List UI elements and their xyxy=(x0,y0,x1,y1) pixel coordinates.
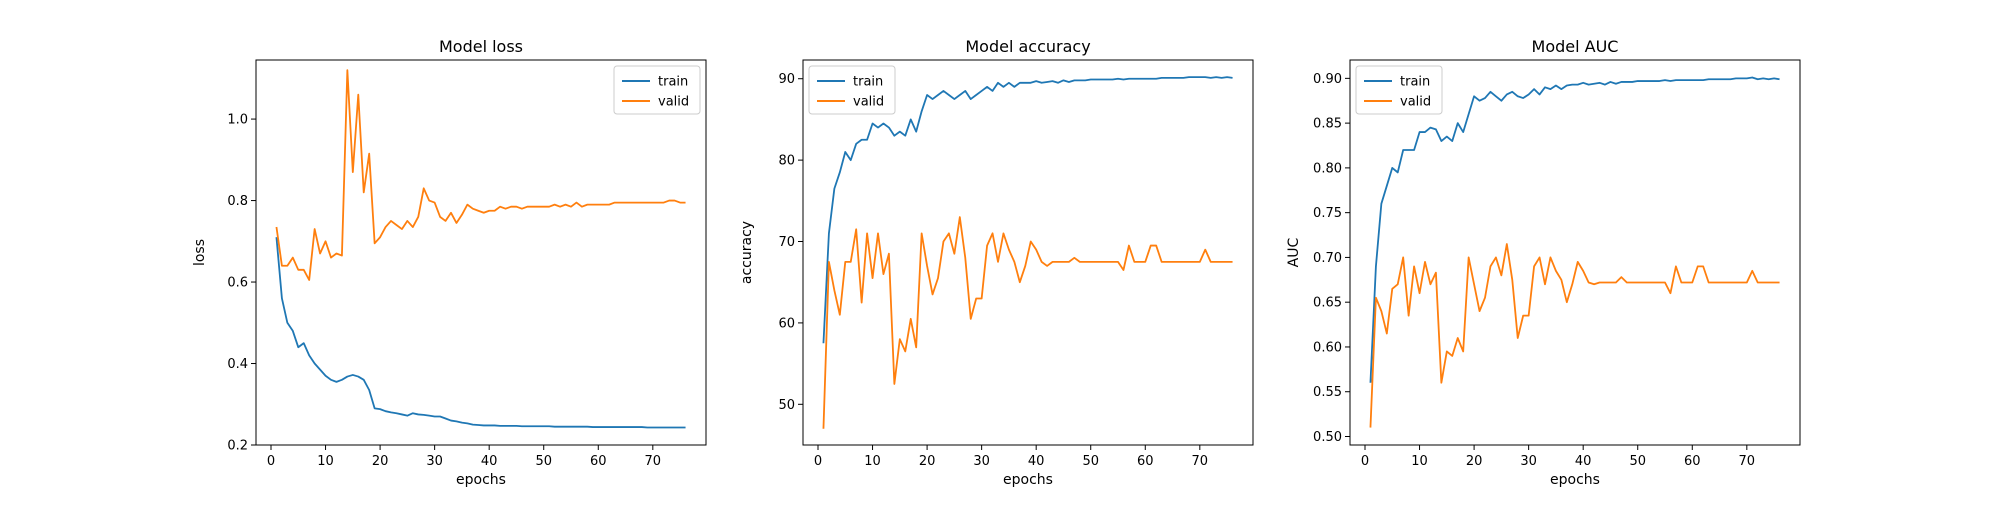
x-tick-label: 60 xyxy=(1684,454,1701,469)
y-tick-label: 0.85 xyxy=(1313,117,1342,132)
x-tick-label: 0 xyxy=(267,454,275,469)
legend-label-valid: valid xyxy=(1400,95,1431,110)
chart-title: Model loss xyxy=(439,37,523,56)
series-line-train xyxy=(822,76,1233,344)
x-tick-label: 40 xyxy=(1575,454,1592,469)
axes-frame xyxy=(1349,59,1801,446)
x-tick-label: 20 xyxy=(372,454,389,469)
chart-panel-1: 0 10 20 30 40 50 60 70 0.2 0.4 0.6 0.8 1.0 Model loss… xyxy=(192,37,707,488)
y-tick-label: 0.65 xyxy=(1313,296,1342,311)
x-tick-label: 30 xyxy=(973,454,990,469)
x-tick-label: 30 xyxy=(1520,454,1537,469)
legend: train valid xyxy=(808,65,896,115)
legend: train valid xyxy=(613,65,701,115)
y-tick-label: 0.6 xyxy=(227,276,248,291)
series-line-valid xyxy=(275,69,686,281)
chart-title: Model AUC xyxy=(1532,37,1619,56)
x-tick-label: 0 xyxy=(814,454,822,469)
series-line-valid xyxy=(822,216,1233,429)
x-axis-label: epochs xyxy=(1550,472,1600,488)
x-tick-label: 60 xyxy=(1137,454,1154,469)
y-axis-label: accuracy xyxy=(739,221,755,284)
legend-label-train: train xyxy=(1400,75,1430,90)
y-tick-label: 0.2 xyxy=(227,439,248,454)
x-tick-label: 40 xyxy=(1028,454,1045,469)
x-tick-label: 10 xyxy=(1411,454,1428,469)
series-line-valid xyxy=(1369,243,1780,428)
y-tick-label: 1.0 xyxy=(227,113,248,128)
axes-frame xyxy=(802,59,1254,446)
y-tick-label: 70 xyxy=(778,235,795,250)
y-tick-label: 0.80 xyxy=(1313,161,1342,176)
chart-title: Model accuracy xyxy=(965,37,1090,56)
y-tick-label: 50 xyxy=(778,398,795,413)
x-tick-label: 40 xyxy=(481,454,498,469)
legend-label-train: train xyxy=(658,75,688,90)
x-tick-label: 70 xyxy=(645,454,662,469)
y-axis-label: loss xyxy=(192,239,208,266)
y-tick-label: 0.90 xyxy=(1313,72,1342,87)
y-axis-label: AUC xyxy=(1286,237,1302,267)
x-tick-label: 20 xyxy=(1466,454,1483,469)
x-axis-label: epochs xyxy=(456,472,506,488)
x-tick-label: 50 xyxy=(535,454,552,469)
x-tick-label: 20 xyxy=(919,454,936,469)
y-tick-label: 0.4 xyxy=(227,357,248,372)
legend-label-train: train xyxy=(853,75,883,90)
x-tick-label: 10 xyxy=(864,454,881,469)
legend-label-valid: valid xyxy=(853,95,884,110)
y-tick-label: 90 xyxy=(778,72,795,87)
y-tick-label: 80 xyxy=(778,154,795,169)
series-line-train xyxy=(275,237,686,429)
x-tick-label: 10 xyxy=(317,454,334,469)
series-line-train xyxy=(1369,76,1780,383)
chart-panel-3: 0 10 20 30 40 50 60 70 0.50 0.55 0.60 0.65 0.70 0.75 0… xyxy=(1286,37,1801,488)
y-tick-label: 0.55 xyxy=(1313,385,1342,400)
x-tick-label: 0 xyxy=(1361,454,1369,469)
y-tick-label: 0.70 xyxy=(1313,251,1342,266)
y-tick-label: 0.75 xyxy=(1313,206,1342,221)
y-tick-label: 0.8 xyxy=(227,194,248,209)
axes-frame xyxy=(255,59,707,446)
x-tick-label: 50 xyxy=(1082,454,1099,469)
legend: train valid xyxy=(1355,65,1443,115)
x-tick-label: 30 xyxy=(426,454,443,469)
y-tick-label: 0.50 xyxy=(1313,430,1342,445)
legend-label-valid: valid xyxy=(658,95,689,110)
chart-panel-2: 0 10 20 30 40 50 60 70 50 60 70 80 90 Model accuracy e… xyxy=(739,37,1254,488)
x-tick-label: 70 xyxy=(1192,454,1209,469)
x-tick-label: 70 xyxy=(1739,454,1756,469)
x-tick-label: 50 xyxy=(1629,454,1646,469)
y-tick-label: 60 xyxy=(778,316,795,331)
x-tick-label: 60 xyxy=(590,454,607,469)
y-tick-label: 0.60 xyxy=(1313,340,1342,355)
x-axis-label: epochs xyxy=(1003,472,1053,488)
